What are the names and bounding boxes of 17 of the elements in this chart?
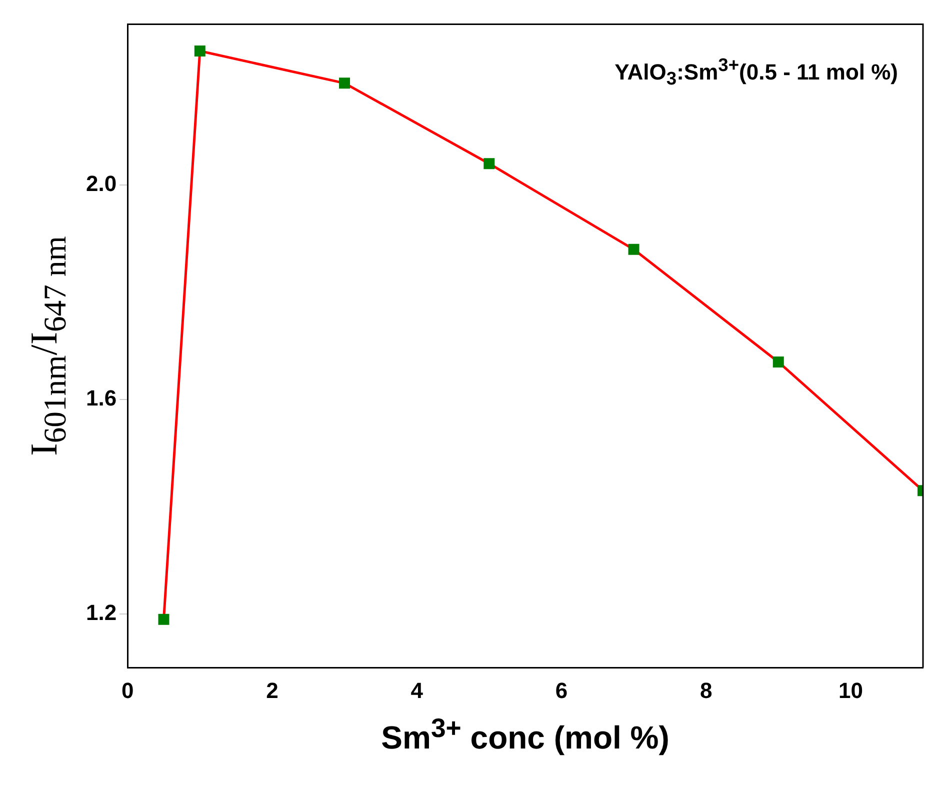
y-tick-label: 1.6 (86, 386, 117, 411)
x-axis-title: Sm$^{3+}$ conc (mol %) (380, 712, 670, 756)
point (484, 158, 495, 170)
point (628, 244, 640, 255)
x-tick-label: 0 (121, 678, 134, 703)
annotation: YAlO$_{3}$:Sm$^{3+}$(0.5 - 11 mol %) (614, 54, 898, 90)
point (194, 46, 206, 56)
x-tick-label: 2 (266, 678, 278, 703)
x-tick-label: 10 (838, 678, 863, 703)
y-tick-label: 1.2 (86, 600, 117, 626)
point (158, 614, 170, 625)
point (339, 78, 350, 89)
x-tick-label: 4 (410, 678, 424, 703)
x-tick-label: 8 (700, 678, 712, 703)
point (772, 356, 784, 368)
y-tick-label: 2.0 (86, 171, 117, 196)
x-tick-label: 6 (555, 678, 568, 703)
